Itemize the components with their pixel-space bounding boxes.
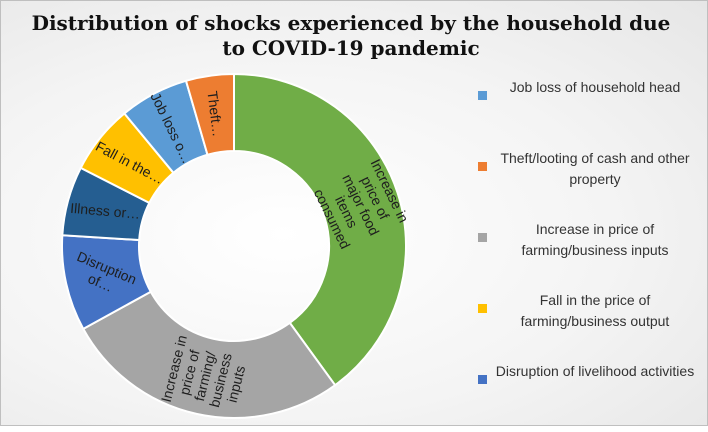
slice-inputs bbox=[81, 290, 337, 419]
slice-theft bbox=[184, 72, 235, 157]
chart-title: Distribution of shocks experienced by th… bbox=[31, 11, 671, 60]
slice-label-inputs: Increase inprice offarming/businessinput… bbox=[158, 333, 252, 419]
legend-swatch bbox=[478, 162, 487, 171]
legend-label: Fall in the price of farming/business ou… bbox=[520, 292, 670, 329]
slice-food bbox=[233, 72, 407, 387]
legend-swatch bbox=[478, 91, 487, 100]
legend-item-disruption: Disruption of livelihood activities bbox=[471, 361, 696, 432]
legend: Job loss of household head Theft/looting… bbox=[471, 77, 696, 432]
slice-label-theft: Theft… bbox=[204, 90, 225, 138]
slice-label-illness: Illness or… bbox=[70, 200, 141, 222]
legend-label: Job loss of household head bbox=[509, 79, 681, 95]
legend-swatch bbox=[478, 304, 487, 313]
legend-label: Theft/looting of cash and other property bbox=[500, 150, 690, 187]
legend-swatch bbox=[478, 233, 487, 242]
legend-item-job-loss: Job loss of household head bbox=[471, 77, 696, 148]
legend-item-input-price: Increase in price of farming/business in… bbox=[471, 219, 696, 290]
legend-swatch bbox=[478, 375, 487, 384]
legend-item-theft: Theft/looting of cash and other property bbox=[471, 148, 696, 219]
legend-label: Disruption of livelihood activities bbox=[495, 363, 695, 379]
legend-item-output-price: Fall in the price of farming/business ou… bbox=[471, 290, 696, 361]
legend-label: Increase in price of farming/business in… bbox=[521, 221, 669, 258]
